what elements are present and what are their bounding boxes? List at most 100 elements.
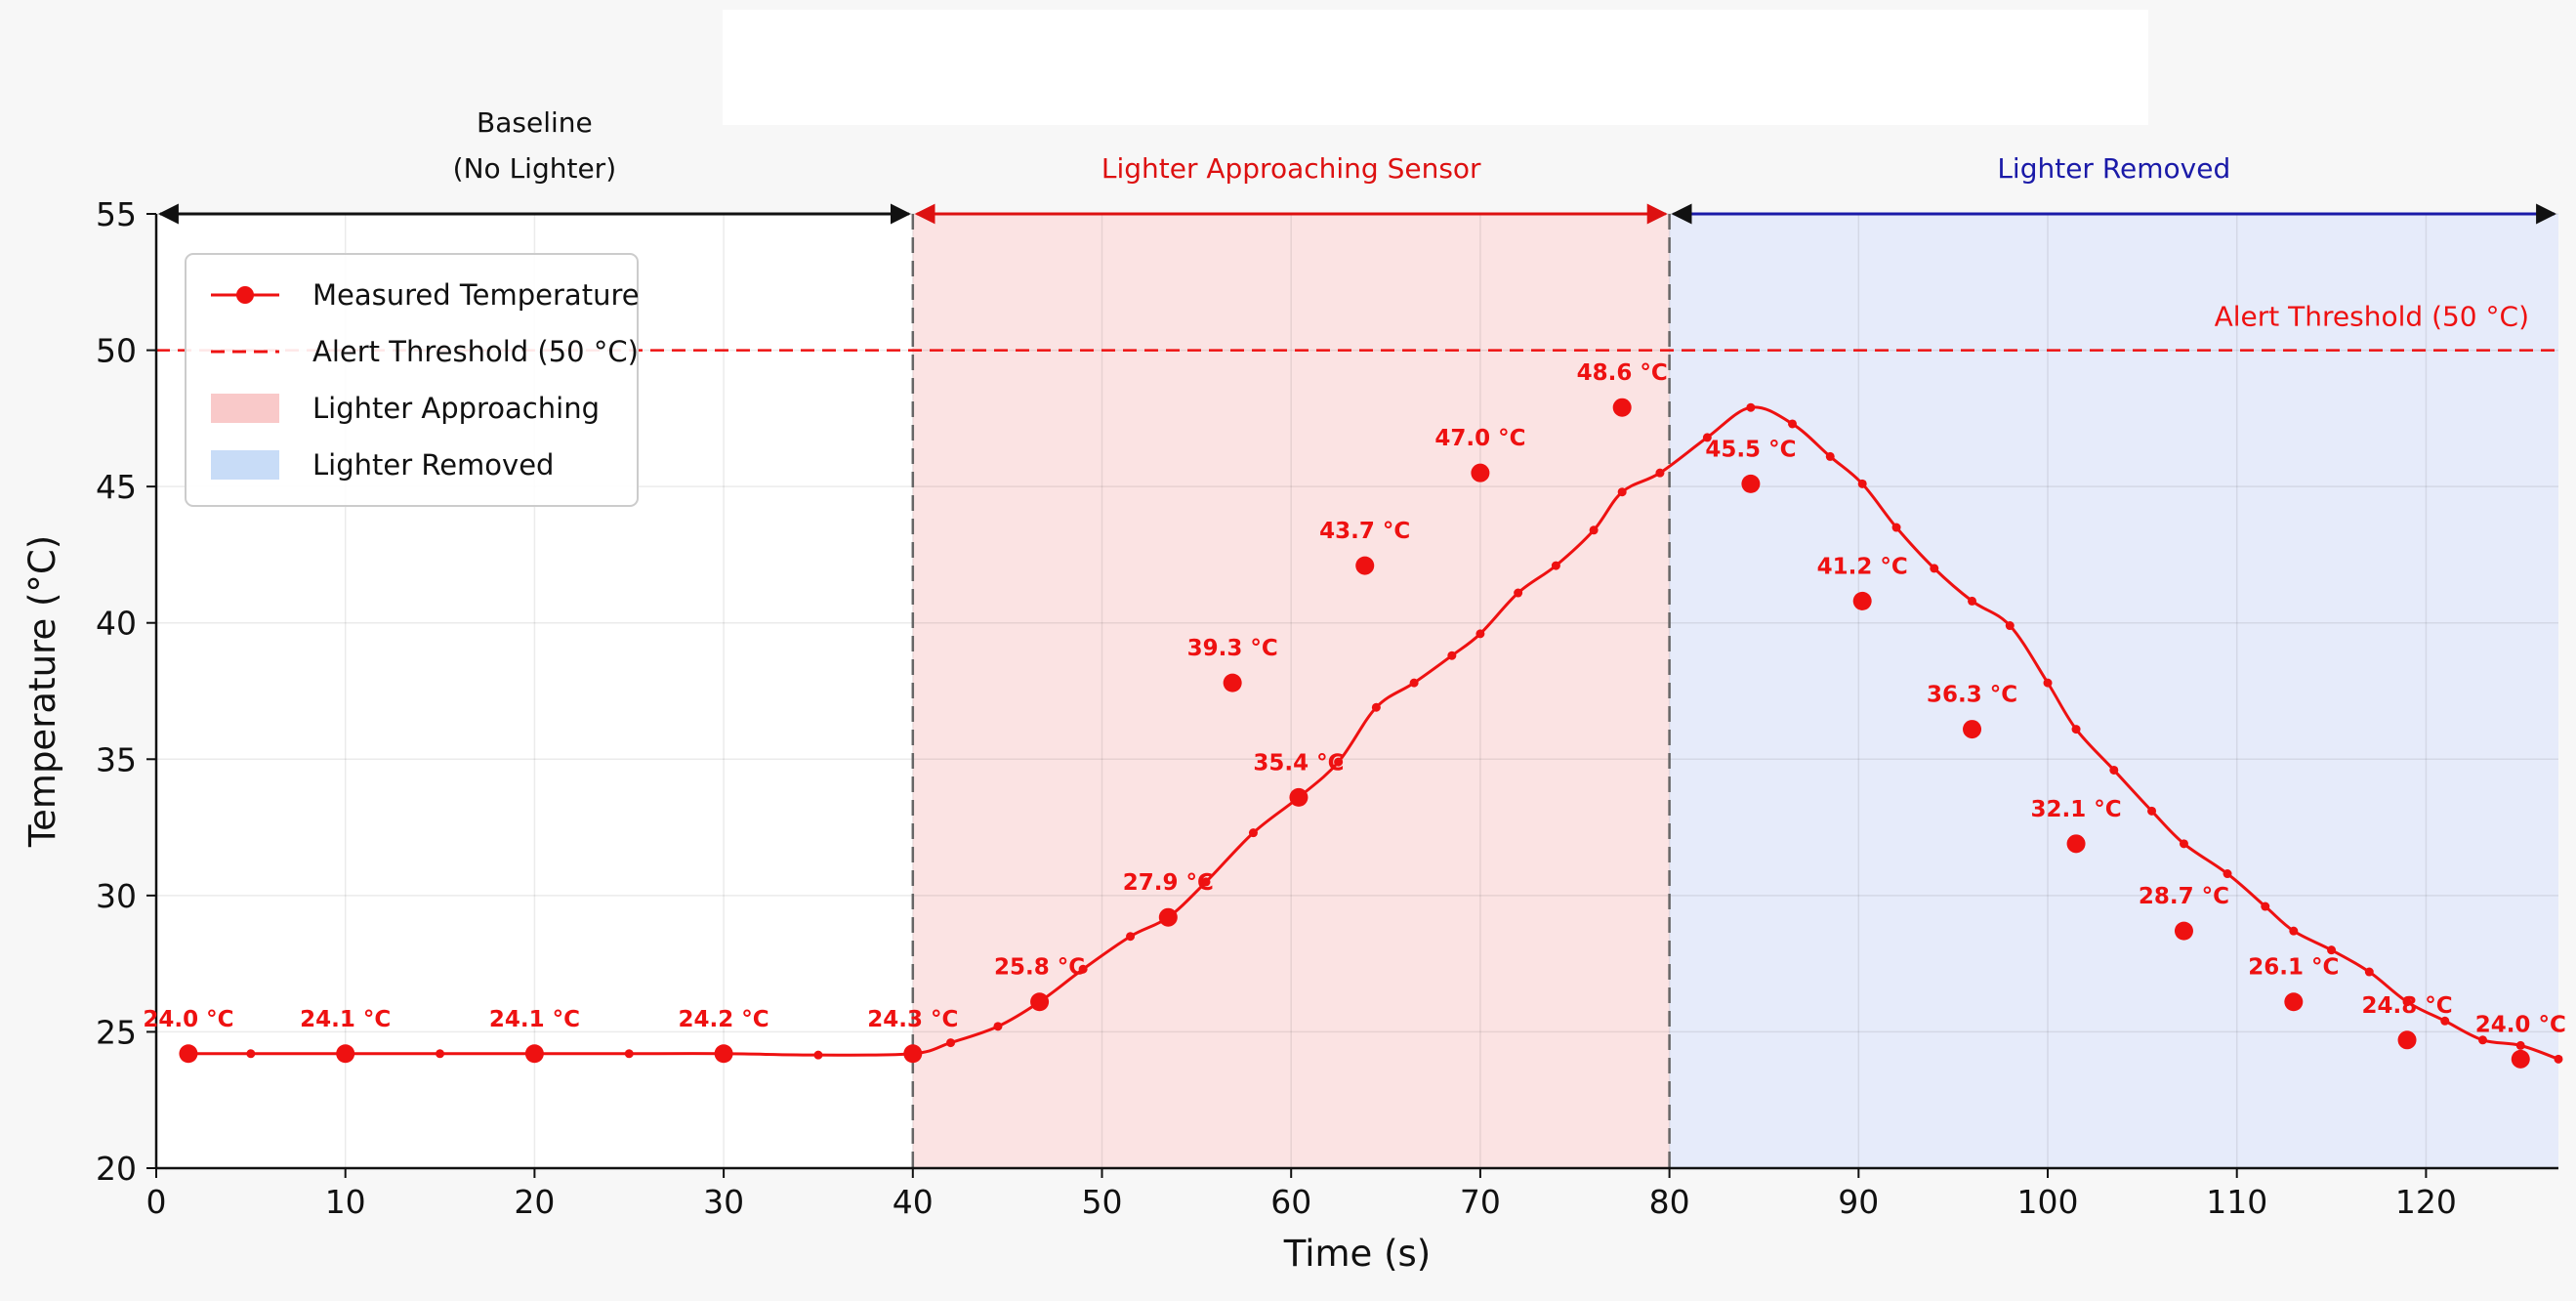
- curve-sample-point: [2440, 1016, 2450, 1026]
- data-label: 27.9 °C: [1123, 870, 1214, 896]
- curve-sample-point: [1409, 678, 1419, 688]
- curve-sample-point: [2554, 1054, 2563, 1064]
- x-tick-label: 40: [893, 1183, 934, 1221]
- curve-sample-point: [1514, 588, 1523, 598]
- x-tick-label: 10: [325, 1183, 366, 1221]
- curve-sample-point: [1968, 596, 1977, 606]
- y-tick-label: 40: [96, 605, 137, 643]
- x-tick-label: 50: [1082, 1183, 1123, 1221]
- data-point: [1852, 591, 1872, 610]
- data-point: [1030, 992, 1050, 1012]
- data-point: [2397, 1030, 2417, 1050]
- data-point: [179, 1044, 198, 1064]
- y-tick-label: 45: [96, 468, 137, 506]
- curve-sample-point: [946, 1038, 956, 1048]
- data-point: [903, 1044, 923, 1064]
- y-tick-label: 55: [96, 195, 137, 233]
- curve-sample-point: [2071, 725, 2081, 734]
- curve-sample-point: [813, 1050, 823, 1060]
- x-tick-label: 60: [1270, 1183, 1311, 1221]
- data-point: [524, 1044, 544, 1064]
- curve-sample-point: [2261, 902, 2270, 911]
- curve-sample-point: [2179, 839, 2188, 849]
- x-tick-label: 90: [1838, 1183, 1879, 1221]
- legend-removed-swatch: [211, 450, 279, 480]
- data-label: 24.0 °C: [2475, 1012, 2566, 1037]
- data-point: [1355, 556, 1375, 575]
- curve-sample-point: [993, 1022, 1003, 1031]
- curve-sample-point: [2043, 678, 2053, 688]
- x-tick-label: 70: [1460, 1183, 1501, 1221]
- data-point: [1223, 673, 1242, 692]
- y-tick-label: 50: [96, 332, 137, 370]
- data-point: [714, 1044, 733, 1064]
- data-label: 45.5 °C: [1705, 437, 1796, 462]
- curve-sample-point: [1447, 650, 1457, 660]
- x-tick-label: 120: [2395, 1183, 2457, 1221]
- curve-sample-point: [2327, 945, 2337, 955]
- data-label: 41.2 °C: [1817, 554, 1908, 579]
- data-label: 32.1 °C: [2030, 797, 2121, 822]
- temperature-line: [187, 405, 2559, 1061]
- curve-sample-point: [1248, 828, 1258, 838]
- curve-sample-point: [624, 1049, 634, 1059]
- x-tick-label: 100: [2017, 1183, 2079, 1221]
- data-label: 47.0 °C: [1434, 426, 1525, 451]
- region-lighter-removed: [1669, 214, 2558, 1168]
- data-label: 36.3 °C: [1927, 683, 2017, 708]
- y-tick-label: 35: [96, 740, 137, 778]
- curve-sample-point: [1371, 702, 1381, 712]
- legend-box: [185, 253, 639, 507]
- curve-sample-point: [2402, 997, 2412, 1007]
- data-label: 24.8 °C: [2361, 993, 2452, 1019]
- curve-sample-point: [246, 1049, 256, 1059]
- data-point: [2066, 834, 2086, 854]
- data-label: 24.2 °C: [679, 1007, 769, 1032]
- curve-sample-point: [2478, 1035, 2488, 1045]
- legend-label: Alert Threshold (50 °C): [312, 335, 639, 368]
- data-label: 24.0 °C: [143, 1007, 233, 1032]
- data-point: [336, 1044, 355, 1064]
- curve-sample-point: [1655, 468, 1665, 478]
- phase-label: Baseline: [477, 106, 593, 139]
- legend-label: Measured Temperature: [312, 278, 640, 312]
- curve-sample-point: [1475, 629, 1485, 639]
- curve-sample-point: [1825, 451, 1835, 461]
- curve-sample-point: [2147, 806, 2157, 816]
- legend-label: Lighter Removed: [312, 448, 554, 482]
- curve-sample-point: [1788, 419, 1798, 429]
- data-label: 25.8 °C: [994, 955, 1085, 981]
- data-label: 39.3 °C: [1187, 636, 1278, 661]
- data-point: [2174, 921, 2193, 941]
- y-tick-label: 30: [96, 877, 137, 915]
- curve-sample-point: [1201, 877, 1211, 887]
- curve-sample-point: [1551, 561, 1560, 570]
- data-label: 48.6 °C: [1577, 360, 1668, 386]
- curve-sample-point: [1891, 523, 1901, 532]
- curve-sample-point: [1746, 402, 1756, 412]
- phase-sublabel: (No Lighter): [453, 152, 616, 185]
- curve-sample-point: [2289, 926, 2299, 936]
- data-point: [1471, 463, 1490, 483]
- legend-marker-swatch: [236, 286, 254, 304]
- phase-label: Lighter Removed: [1997, 152, 2230, 185]
- y-tick-label: 25: [96, 1013, 137, 1051]
- data-label: 43.7 °C: [1319, 519, 1410, 544]
- curve-sample-point: [1930, 564, 1939, 573]
- curve-sample-point: [2005, 621, 2015, 631]
- x-tick-label: 80: [1649, 1183, 1690, 1221]
- curve-sample-point: [2223, 869, 2232, 879]
- curve-sample-point: [2515, 1040, 2525, 1050]
- threshold-label: Alert Threshold (50 °C): [2215, 301, 2529, 333]
- x-axis-title: Time (s): [1283, 1233, 1431, 1275]
- curve-sample-point: [2364, 967, 2374, 977]
- curve-sample-point: [1078, 964, 1088, 974]
- legend-label: Lighter Approaching: [312, 392, 600, 425]
- curve-sample-point: [1334, 757, 1344, 767]
- legend-approach-swatch: [211, 394, 279, 423]
- data-point: [1963, 720, 1982, 739]
- curve-sample-point: [436, 1049, 445, 1059]
- y-axis-title: Temperature (°C): [21, 535, 63, 848]
- data-label: 24.3 °C: [867, 1007, 958, 1032]
